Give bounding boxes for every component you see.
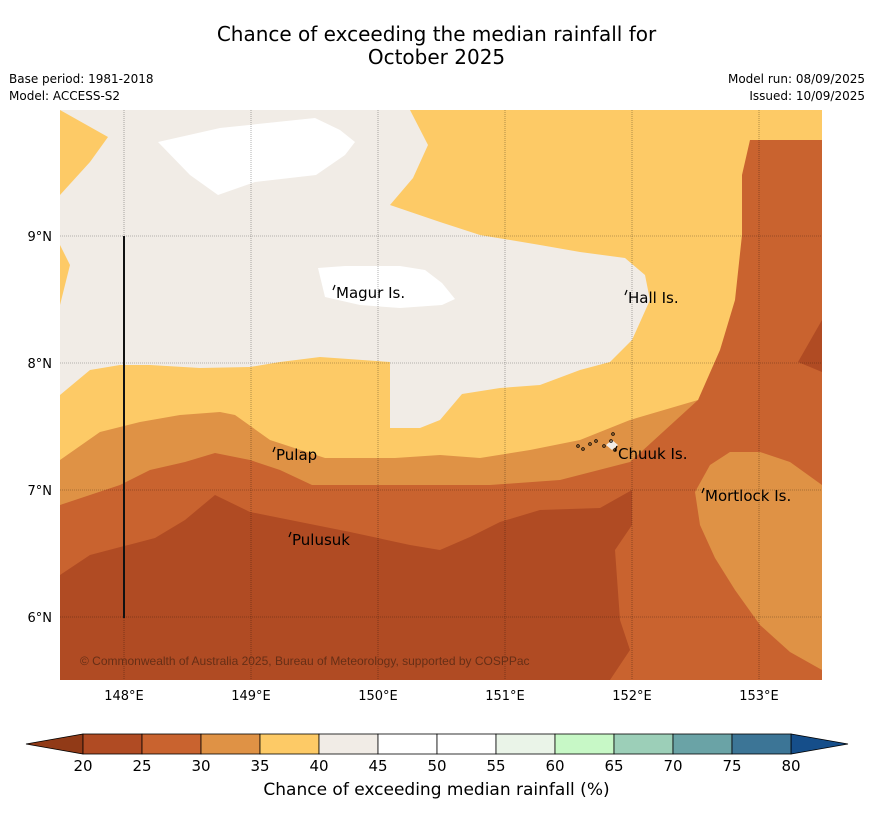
islet-mark <box>594 439 598 443</box>
meta-left: Base period: 1981-2018 Model: ACCESS-S2 <box>9 71 154 105</box>
lat-tick-label: 8°N <box>28 357 53 372</box>
region-40-45-island <box>606 440 618 450</box>
chart-title-line2: October 2025 <box>367 45 506 69</box>
colorbar-high-extend <box>790 733 849 755</box>
base-period: Base period: 1981-2018 <box>9 72 154 86</box>
colorbar-segment <box>495 733 556 755</box>
copyright-text: © Commonwealth of Australia 2025, Bureau… <box>80 654 530 668</box>
colorbar-segment <box>731 733 792 755</box>
colorbar-tick-label: 70 <box>663 757 682 775</box>
colorbar-segment <box>672 733 733 755</box>
island-mark <box>288 531 292 538</box>
islet-mark <box>581 447 585 451</box>
region-35-40-gap <box>510 110 548 123</box>
colorbar-tick-label: 50 <box>427 757 446 775</box>
colorbar-tick-label: 65 <box>604 757 623 775</box>
place-label: Mortlock Is. <box>705 487 791 505</box>
map-regions <box>60 110 822 680</box>
colorbar-tick-label: 25 <box>132 757 151 775</box>
model-run: Model run: 08/09/2025 <box>727 72 865 86</box>
colorbar-tick-label: 20 <box>73 757 92 775</box>
lon-tick-label: 149°E <box>231 689 271 704</box>
lat-tick-label: 7°N <box>28 484 53 499</box>
colorbar-segment <box>82 733 143 755</box>
place-label: Pulap <box>276 446 317 464</box>
islet-mark <box>588 442 592 446</box>
chart-title-line1: Chance of exceeding the median rainfall … <box>216 22 657 46</box>
lon-tick-label: 150°E <box>358 689 398 704</box>
lat-tick-label: 9°N <box>28 230 53 245</box>
place-label: Chuuk Is. <box>618 445 687 463</box>
region-30-35-east <box>695 452 822 670</box>
islet-mark <box>611 432 615 436</box>
issued-date: Issued: 10/09/2025 <box>749 89 865 103</box>
colorbar-segment <box>200 733 261 755</box>
colorbar-tick-label: 55 <box>486 757 505 775</box>
colorbar-segment <box>377 733 438 755</box>
lon-tick-label: 152°E <box>612 689 652 704</box>
islet-mark <box>609 439 613 443</box>
colorbar-tick-label: 60 <box>545 757 564 775</box>
colorbar-tick-label: 75 <box>722 757 741 775</box>
colorbar-label: Chance of exceeding median rainfall (%) <box>263 780 610 800</box>
place-label: Pulusuk <box>292 531 350 549</box>
colorbar: 20 25 30 35 40 45 50 55 60 65 70 75 80 <box>25 733 849 775</box>
colorbar-segment <box>436 733 497 755</box>
island-mark <box>701 487 705 494</box>
place-labels: Magur Is. Hall Is. Pulap Chuuk Is. Mortlock … <box>272 284 791 549</box>
colorbar-segment <box>554 733 615 755</box>
place-label: Magur Is. <box>336 284 405 302</box>
island-mark <box>332 284 336 291</box>
colorbar-tick-label: 40 <box>309 757 328 775</box>
lon-tick-label: 151°E <box>485 689 525 704</box>
lat-tick-label: 6°N <box>28 611 53 626</box>
colorbar-tick-label: 35 <box>250 757 269 775</box>
islet-mark <box>602 444 606 448</box>
colorbar-tick-label: 30 <box>191 757 210 775</box>
model-name: Model: ACCESS-S2 <box>9 89 121 103</box>
region-45-50-central <box>318 266 455 308</box>
colorbar-segment <box>141 733 202 755</box>
lon-tick-label: 148°E <box>104 689 144 704</box>
map-axes: 148°E 149°E 150°E 151°E 152°E 153°E 9°N 8°N 7°N 6… <box>28 230 779 704</box>
colorbar-segment <box>613 733 674 755</box>
island-mark <box>624 289 628 296</box>
colorbar-tick-label: 80 <box>781 757 800 775</box>
region-20-25-east <box>798 320 822 372</box>
lon-tick-label: 153°E <box>739 689 779 704</box>
colorbar-low-extend <box>25 733 84 755</box>
islet-mark <box>576 444 580 448</box>
island-mark <box>272 446 276 453</box>
colorbar-segment <box>318 733 379 755</box>
colorbar-tick-label: 45 <box>368 757 387 775</box>
island-mark <box>614 445 618 452</box>
place-label: Hall Is. <box>628 289 679 307</box>
meta-right: Model run: 08/09/2025 Issued: 10/09/2025 <box>728 71 865 105</box>
colorbar-segment <box>259 733 320 755</box>
islet-mark <box>613 448 617 452</box>
region-45-50-north <box>158 118 355 195</box>
